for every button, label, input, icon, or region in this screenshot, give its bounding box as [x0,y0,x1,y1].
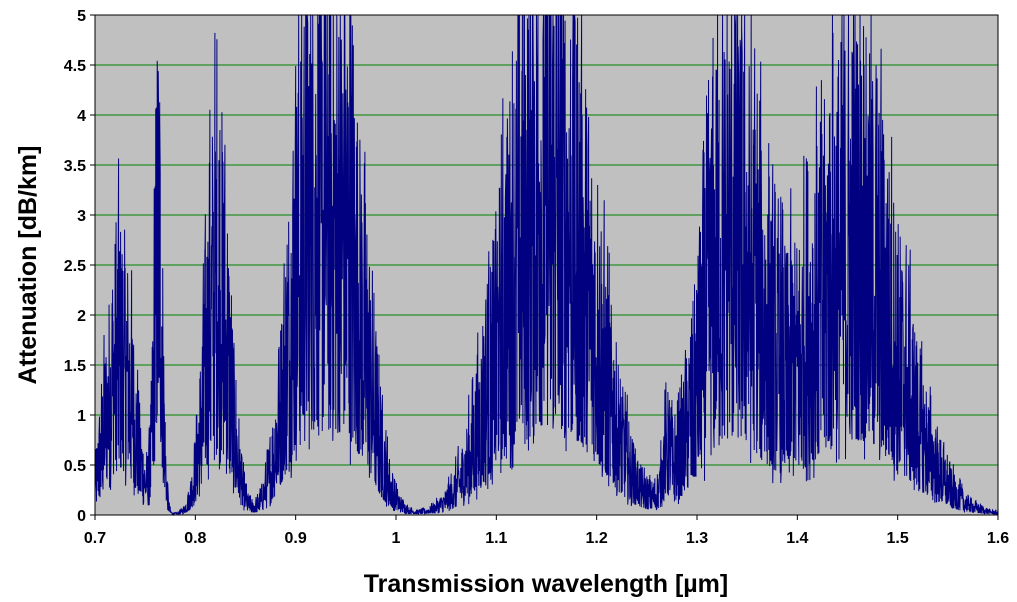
y-axis-title: Attenuation [dB/km] [14,146,42,385]
y-tick-label-7: 3.5 [64,158,86,175]
x-tick-label-6: 1.3 [686,530,708,547]
y-tick-label-9: 4.5 [64,58,86,75]
x-tick-label-2: 0.9 [285,530,307,547]
y-tick-label-1: 0.5 [64,458,86,475]
y-tick-label-8: 4 [77,108,86,125]
y-tick-label-6: 3 [77,208,86,225]
x-tick-label-7: 1.4 [786,530,808,547]
x-tick-label-1: 0.8 [184,530,206,547]
x-axis-title: Transmission wavelength [µm] [364,570,729,598]
y-tick-label-2: 1 [77,408,86,425]
x-axis: 0.7 0.8 0.9 1 1.1 1.2 1.3 1.4 1.5 1.6 [84,515,1009,547]
y-tick-label-5: 2.5 [64,258,86,275]
x-tick-label-0: 0.7 [84,530,106,547]
x-tick-label-5: 1.2 [586,530,608,547]
y-axis: 0 0.5 1 1.5 2 2.5 3 3.5 4 4.5 5 [64,8,95,525]
y-tick-label-10: 5 [77,8,86,25]
y-tick-label-3: 1.5 [64,358,86,375]
x-tick-label-4: 1.1 [485,530,507,547]
x-tick-label-8: 1.5 [887,530,909,547]
y-tick-label-0: 0 [77,508,86,525]
y-tick-label-4: 2 [77,308,86,325]
series-line-attenuation [94,14,999,516]
series-group [94,14,999,516]
x-tick-label-3: 1 [392,530,401,547]
x-tick-label-9: 1.6 [987,530,1009,547]
